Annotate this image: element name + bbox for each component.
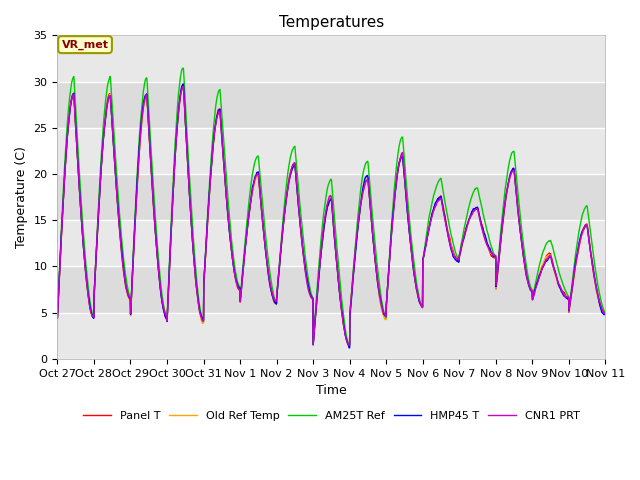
CNR1 PRT [486, 248, 493, 253]
CNR1 PRT [586, 243, 593, 249]
Panel T [306, 288, 314, 294]
Bar [58, 312, 605, 359]
CNR1 PRT [81, 267, 89, 273]
Old Ref Temp [54, 315, 61, 321]
Y-axis label: Temperature (C): Temperature (C) [15, 146, 28, 248]
Panel T [320, 224, 328, 229]
Line: Old Ref Temp: Old Ref Temp [58, 88, 605, 346]
Panel T [179, 82, 187, 88]
Line: Panel T: Panel T [58, 85, 605, 345]
Panel T [81, 266, 89, 272]
AM25T Ref [346, 343, 353, 348]
Panel T [586, 244, 594, 250]
Old Ref Temp [586, 243, 594, 249]
Panel T [602, 311, 609, 317]
Legend: Panel T, Old Ref Temp, AM25T Ref, HMP45 T, CNR1 PRT: Panel T, Old Ref Temp, AM25T Ref, HMP45 … [79, 407, 584, 425]
CNR1 PRT [54, 314, 61, 320]
HMP45 T [320, 224, 328, 229]
HMP45 T [81, 265, 89, 271]
Panel T [54, 315, 61, 321]
Panel T [586, 241, 593, 247]
HMP45 T [602, 312, 609, 318]
CNR1 PRT [345, 342, 353, 348]
HMP45 T [586, 243, 593, 249]
Old Ref Temp [320, 222, 328, 228]
Old Ref Temp [486, 248, 493, 253]
HMP45 T [306, 289, 314, 295]
AM25T Ref [179, 65, 186, 71]
Old Ref Temp [602, 309, 609, 314]
X-axis label: Time: Time [316, 384, 347, 397]
CNR1 PRT [179, 84, 187, 89]
AM25T Ref [486, 237, 493, 243]
CNR1 PRT [586, 245, 594, 251]
HMP45 T [486, 245, 493, 251]
Old Ref Temp [345, 343, 353, 348]
Line: HMP45 T: HMP45 T [58, 84, 605, 348]
CNR1 PRT [602, 311, 609, 316]
Bar [58, 128, 605, 174]
CNR1 PRT [320, 219, 328, 225]
Old Ref Temp [179, 85, 187, 91]
Bar [58, 36, 605, 82]
AM25T Ref [54, 314, 61, 320]
AM25T Ref [586, 224, 593, 229]
Line: CNR1 PRT: CNR1 PRT [58, 86, 605, 345]
AM25T Ref [81, 255, 89, 261]
Title: Temperatures: Temperatures [279, 15, 384, 30]
CNR1 PRT [306, 291, 314, 297]
AM25T Ref [320, 207, 328, 213]
AM25T Ref [306, 284, 314, 289]
HMP45 T [54, 315, 61, 321]
Bar [58, 220, 605, 266]
Old Ref Temp [586, 241, 593, 247]
HMP45 T [586, 245, 594, 251]
Old Ref Temp [81, 266, 89, 272]
Panel T [486, 248, 493, 253]
Panel T [345, 342, 353, 348]
HMP45 T [179, 81, 187, 87]
AM25T Ref [602, 310, 609, 316]
Old Ref Temp [306, 291, 314, 297]
Text: VR_met: VR_met [61, 39, 109, 50]
AM25T Ref [586, 226, 594, 232]
Line: AM25T Ref: AM25T Ref [58, 68, 605, 346]
HMP45 T [346, 345, 353, 351]
